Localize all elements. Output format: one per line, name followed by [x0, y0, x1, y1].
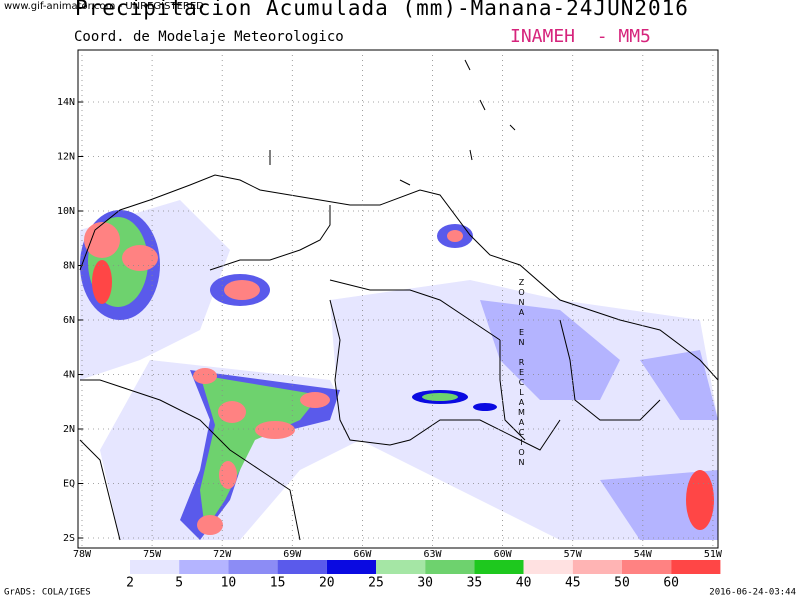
lon-label: 54W — [634, 549, 653, 560]
colorbar-box — [326, 560, 376, 574]
title: Precipitacion Acumulada (mm)-Manana-24JU… — [75, 0, 689, 20]
colorbar-label: 10 — [221, 576, 237, 591]
lon-label: 66W — [353, 549, 372, 560]
grid: 14N 12N 10N 8N 6N 4N 2N EQ 2S 78W 75W 72W 69W 66W 63W 6… — [57, 50, 723, 560]
colorbar-label: 25 — [368, 576, 384, 591]
colorbar-box — [425, 560, 475, 574]
colorbar-label: 2 — [126, 576, 134, 591]
zone-label: ZONA EN RECLAMACION — [517, 278, 526, 468]
lon-label: 72W — [213, 549, 232, 560]
colorbar-label: 30 — [417, 576, 433, 591]
colorbar-box — [671, 560, 721, 574]
watermark: www.gif-animator.com - UNREGISTERED — [4, 1, 204, 12]
map-frame — [77, 49, 719, 549]
lat-label: EQ — [63, 479, 75, 490]
colorbar-label: 50 — [614, 576, 630, 591]
subtitle: Coord. de Modelaje Meteorologico — [74, 29, 344, 45]
footer-left: GrADS: COLA/IGES — [4, 588, 91, 598]
colorbar-label: 15 — [270, 576, 286, 591]
colorbar-box — [179, 560, 229, 574]
lon-label: 78W — [73, 549, 92, 560]
colorbar-box — [277, 560, 327, 574]
colorbar-box — [376, 560, 426, 574]
colorbar-label: 45 — [565, 576, 581, 591]
lat-label: 2S — [63, 533, 75, 544]
lon-label: 60W — [494, 549, 513, 560]
coastlines — [79, 59, 719, 541]
lon-label: 57W — [564, 549, 583, 560]
agency: INAMEH - MM5 — [510, 26, 651, 47]
precip-areas — [80, 200, 718, 540]
lon-label: 75W — [143, 549, 162, 560]
lat-label: 10N — [57, 206, 75, 217]
lat-label: 12N — [57, 152, 75, 163]
colorbar: 2 5 10 15 20 25 30 35 40 45 50 60 — [126, 560, 721, 591]
colorbar-label: 60 — [663, 576, 679, 591]
colorbar-box — [474, 560, 524, 574]
colorbar-box — [523, 560, 573, 574]
colorbar-box — [572, 560, 622, 574]
lat-label: 2N — [63, 424, 75, 435]
lon-label: 51W — [704, 549, 723, 560]
colorbar-label: 35 — [467, 576, 483, 591]
colorbar-label: 20 — [319, 576, 335, 591]
colorbar-box — [130, 560, 180, 574]
lat-label: 14N — [57, 97, 75, 108]
colorbar-box — [228, 560, 278, 574]
lat-label: 8N — [63, 261, 75, 272]
lon-label: 69W — [283, 549, 302, 560]
footer-right: 2016-06-24-03:44 — [709, 588, 796, 598]
lat-label: 6N — [63, 315, 75, 326]
colorbar-label: 40 — [516, 576, 532, 591]
colorbar-box — [622, 560, 672, 574]
lon-label: 63W — [423, 549, 442, 560]
lat-label: 4N — [63, 370, 75, 381]
colorbar-label: 5 — [175, 576, 183, 591]
